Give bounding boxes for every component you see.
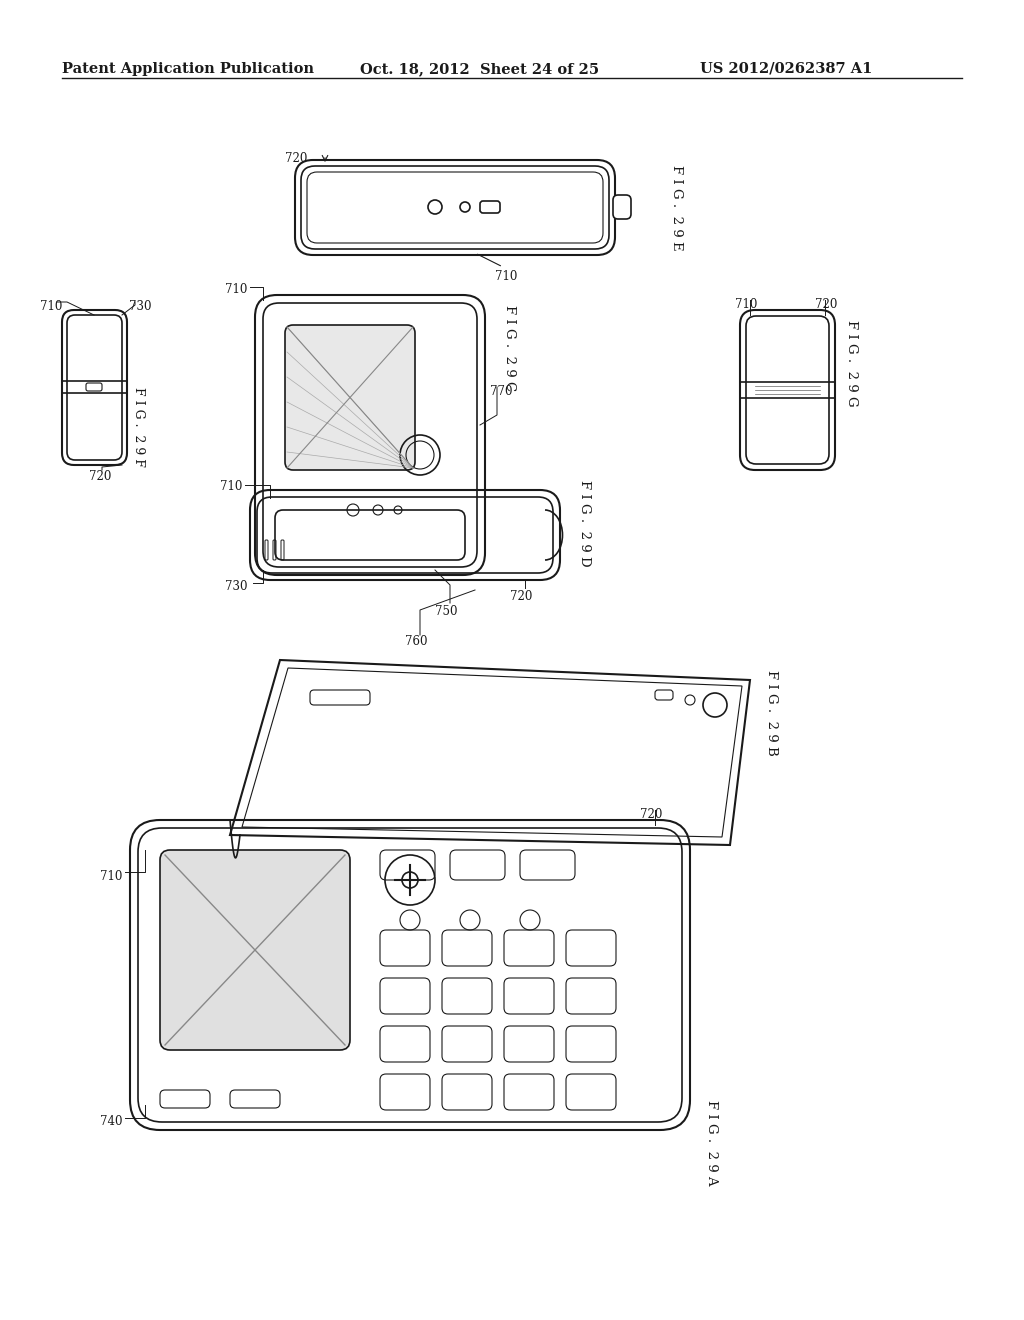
- Text: 710: 710: [100, 870, 123, 883]
- Text: 730: 730: [225, 579, 248, 593]
- Text: 770: 770: [490, 385, 512, 399]
- Text: Patent Application Publication: Patent Application Publication: [62, 62, 314, 77]
- Text: 740: 740: [100, 1115, 123, 1129]
- Text: F I G .  2 9 D: F I G . 2 9 D: [578, 480, 591, 566]
- Text: US 2012/0262387 A1: US 2012/0262387 A1: [700, 62, 872, 77]
- FancyBboxPatch shape: [160, 850, 350, 1049]
- Text: F I G .  2 9 G: F I G . 2 9 G: [845, 319, 858, 407]
- Text: 720: 720: [510, 590, 532, 603]
- Text: F I G .  2 9 A: F I G . 2 9 A: [705, 1100, 718, 1185]
- Text: 760: 760: [406, 635, 427, 648]
- Text: 710: 710: [225, 282, 248, 296]
- Text: 750: 750: [435, 605, 458, 618]
- Text: F I G .  2 9 B: F I G . 2 9 B: [765, 671, 778, 756]
- Text: 710: 710: [735, 298, 758, 312]
- Text: F I G .  2 9 E: F I G . 2 9 E: [670, 165, 683, 251]
- Text: 710: 710: [220, 480, 243, 492]
- Text: F I G .  2 9 F: F I G . 2 9 F: [132, 387, 145, 467]
- Text: 720: 720: [285, 152, 307, 165]
- Text: 710: 710: [40, 300, 62, 313]
- Text: 720: 720: [89, 470, 112, 483]
- Text: 710: 710: [495, 271, 517, 282]
- FancyBboxPatch shape: [285, 325, 415, 470]
- Text: 730: 730: [129, 300, 152, 313]
- Text: 720: 720: [640, 808, 663, 821]
- FancyBboxPatch shape: [613, 195, 631, 219]
- Text: F I G .  2 9 C: F I G . 2 9 C: [503, 305, 516, 391]
- Text: Oct. 18, 2012  Sheet 24 of 25: Oct. 18, 2012 Sheet 24 of 25: [360, 62, 599, 77]
- Text: 720: 720: [815, 298, 838, 312]
